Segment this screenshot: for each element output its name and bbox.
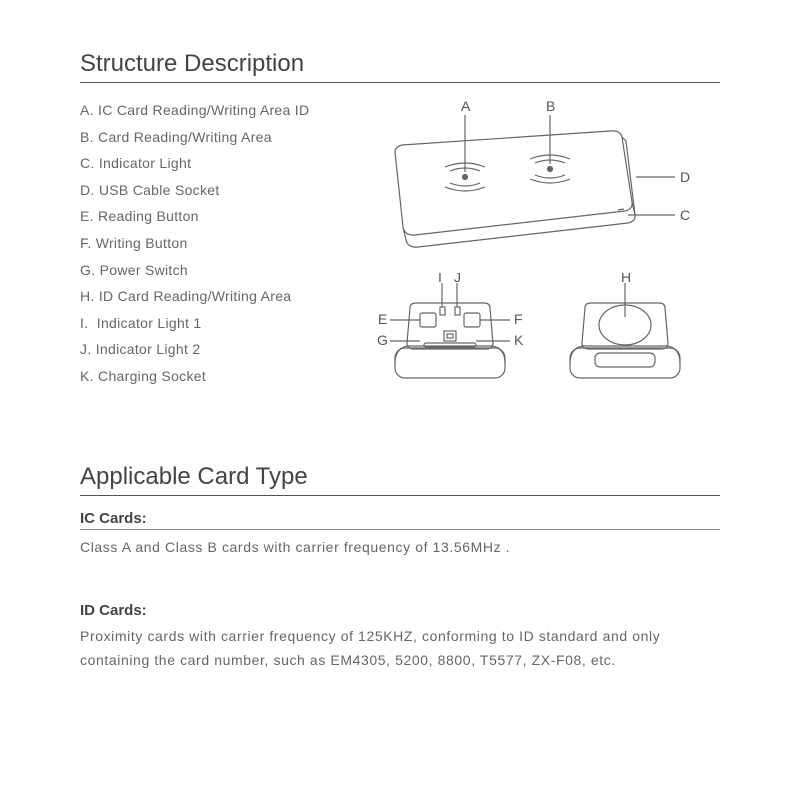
legend-item: H. ID Card Reading/Writing Area (80, 283, 340, 310)
callout-g: G (377, 332, 388, 348)
callout-h: H (621, 273, 631, 285)
legend-item: A. IC Card Reading/Writing Area ID (80, 97, 340, 124)
callout-c: C (680, 207, 690, 223)
callout-k: K (514, 332, 524, 348)
structure-title: Structure Description (80, 50, 720, 83)
legend-item: J. Indicator Light 2 (80, 336, 340, 363)
legend-item: G. Power Switch (80, 257, 340, 284)
callout-b: B (546, 98, 555, 114)
legend-list: A. IC Card Reading/Writing Area ID B. Ca… (80, 97, 340, 393)
callout-i: I (438, 273, 442, 285)
structure-body: A. IC Card Reading/Writing Area ID B. Ca… (80, 97, 720, 393)
ic-cards-heading: IC Cards: (80, 510, 720, 530)
legend-item: E. Reading Button (80, 203, 340, 230)
callout-j: J (454, 273, 461, 285)
id-cards-text: Proximity cards with carrier frequency o… (80, 625, 720, 673)
id-cards-heading: ID Cards: (80, 602, 720, 619)
device-bottom-left-diagram: E G F K I J (360, 273, 535, 393)
legend-item: I. Indicator Light 1 (80, 310, 340, 337)
callout-e: E (378, 311, 387, 327)
card-type-section: Applicable Card Type IC Cards: Class A a… (80, 463, 720, 672)
legend-item: B. Card Reading/Writing Area (80, 124, 340, 151)
callout-a: A (461, 98, 471, 114)
legend-item: F. Writing Button (80, 230, 340, 257)
callout-f: F (514, 311, 523, 327)
diagram-area: A B D C (360, 97, 720, 393)
structure-section: Structure Description A. IC Card Reading… (80, 50, 720, 393)
legend-item: K. Charging Socket (80, 363, 340, 390)
callout-d: D (680, 169, 690, 185)
device-bottom-right-diagram: H (555, 273, 695, 393)
ic-cards-text: Class A and Class B cards with carrier f… (80, 536, 720, 560)
legend-item: C. Indicator Light (80, 150, 340, 177)
device-top-diagram: A B D C (360, 97, 710, 267)
card-type-title: Applicable Card Type (80, 463, 720, 496)
legend-item: D. USB Cable Socket (80, 177, 340, 204)
